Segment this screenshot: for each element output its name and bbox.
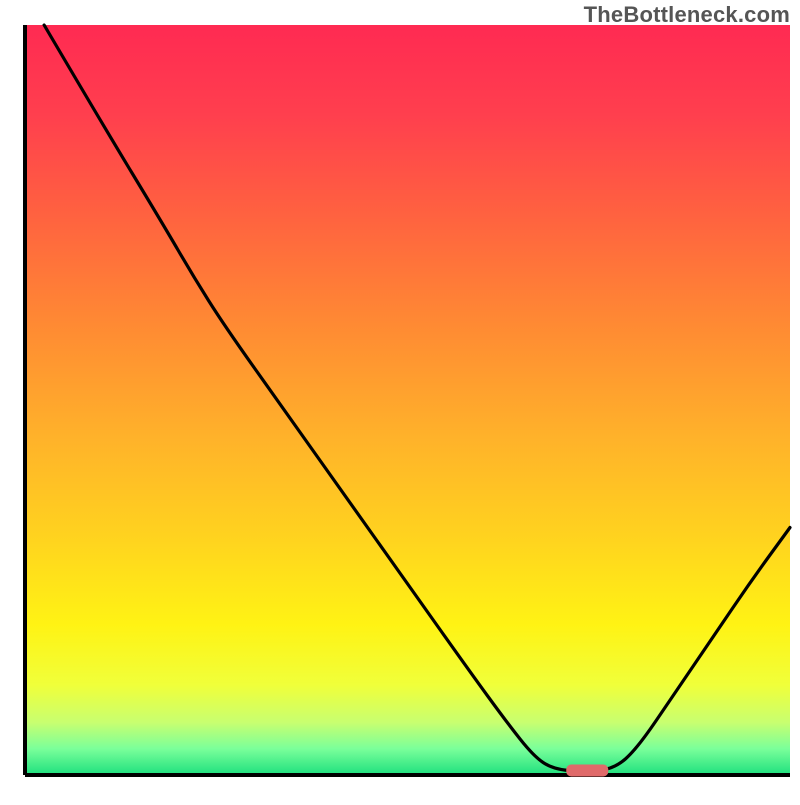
watermark-text: TheBottleneck.com	[584, 2, 790, 28]
optimal-marker	[566, 765, 608, 777]
bottleneck-chart	[0, 0, 800, 800]
gradient-background	[25, 25, 790, 775]
chart-svg	[0, 0, 800, 800]
